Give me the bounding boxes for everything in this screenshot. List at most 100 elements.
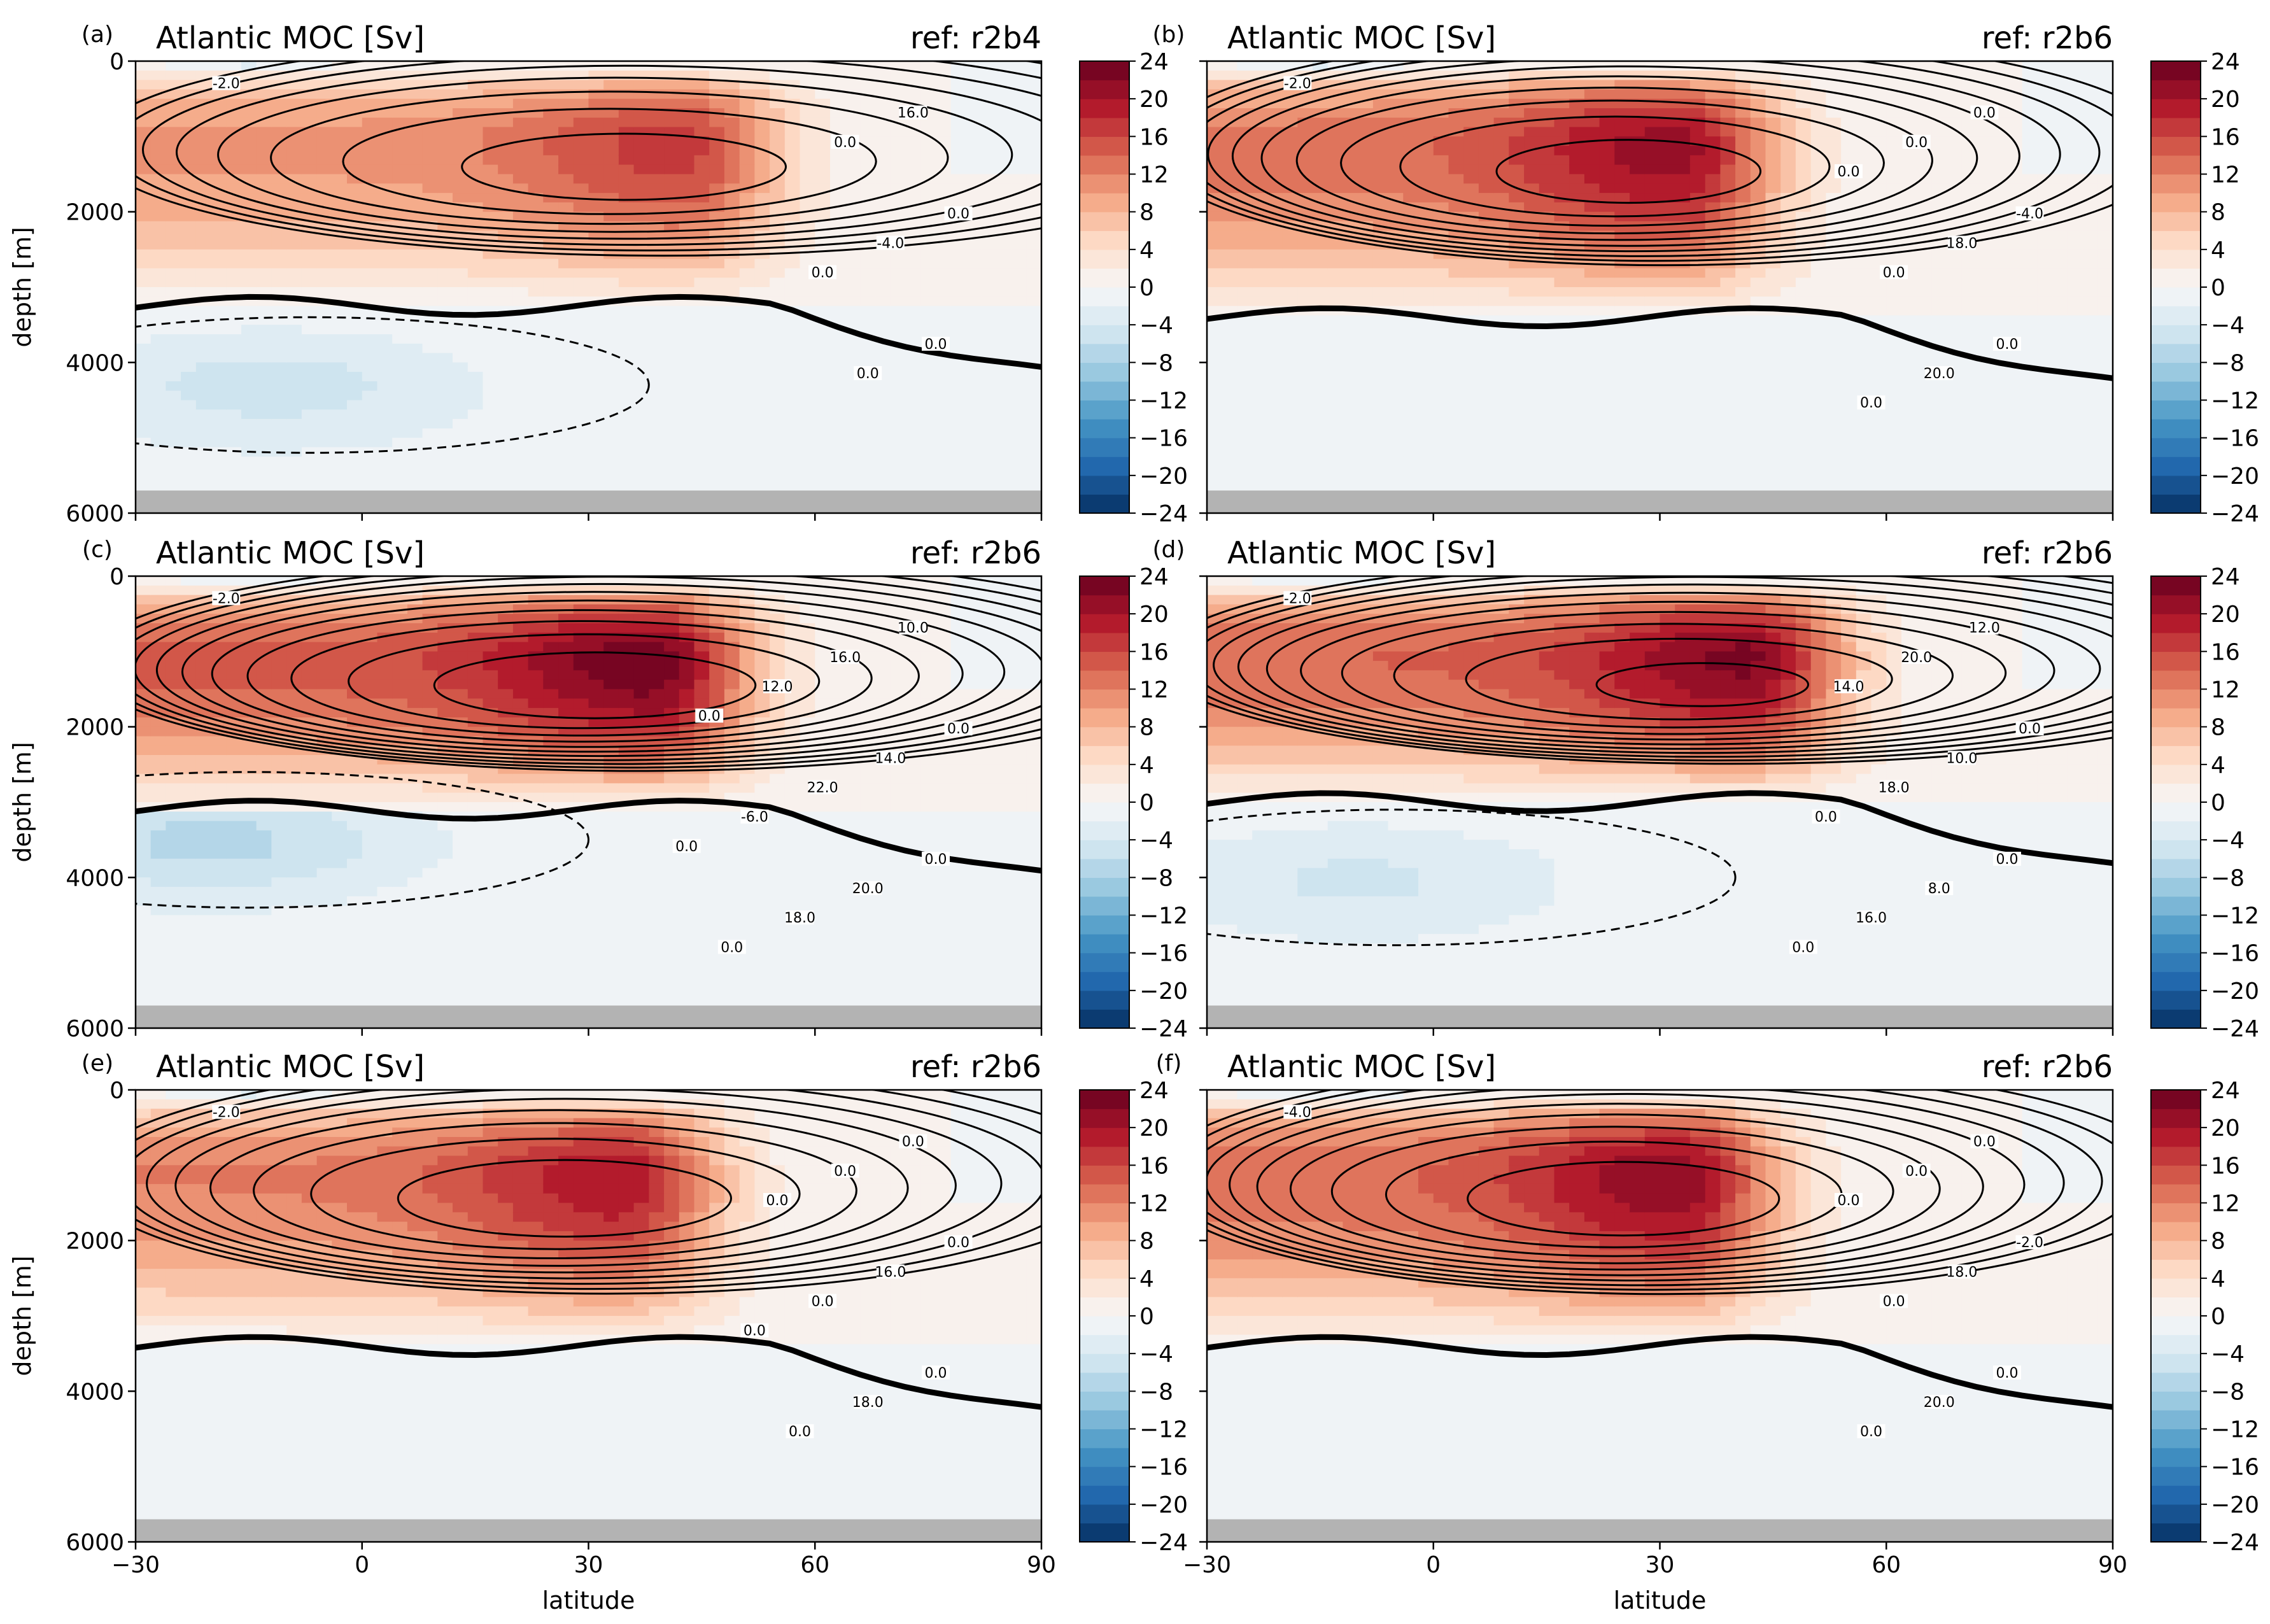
field-cell	[905, 390, 921, 401]
field-cell	[558, 315, 574, 325]
field-cell	[407, 287, 423, 297]
field-cell	[770, 390, 786, 401]
field-cell	[1403, 428, 1419, 439]
field-cell	[211, 306, 227, 316]
field-cell	[1372, 164, 1389, 175]
colorbar-segment	[1080, 287, 1129, 307]
field-cell	[1599, 475, 1616, 486]
field-cell	[1826, 353, 1842, 364]
field-cell	[1418, 390, 1434, 401]
field-cell	[1388, 268, 1404, 278]
field-cell	[679, 419, 695, 429]
field-cell	[739, 306, 756, 316]
field-cell	[1630, 362, 1646, 372]
field-cell	[1599, 372, 1616, 382]
field-cell	[603, 362, 619, 372]
field-cell	[1720, 400, 1736, 411]
field-cell	[1463, 164, 1479, 175]
field-cell	[301, 136, 318, 146]
field-cell	[211, 343, 227, 354]
field-cell	[1433, 99, 1449, 109]
field-cell	[1554, 202, 1570, 213]
field-cell	[1630, 456, 1646, 467]
field-cell	[905, 315, 921, 325]
field-cell	[136, 381, 152, 392]
field-cell	[1358, 466, 1374, 476]
field-cell	[800, 466, 815, 476]
field-cell	[1267, 258, 1283, 269]
field-cell	[1433, 343, 1449, 354]
field-cell	[1222, 343, 1238, 354]
colorbar-tick-label: −8	[1139, 350, 1173, 376]
field-cell	[1675, 456, 1691, 467]
field-cell	[1689, 61, 1706, 71]
field-cell	[709, 400, 725, 411]
field-cell	[1554, 447, 1570, 458]
contour-line	[136, 61, 1041, 251]
field-cell	[845, 193, 861, 203]
field-cell	[860, 343, 876, 354]
field-cell	[905, 334, 921, 344]
field-cell	[754, 230, 770, 241]
field-cell	[1433, 381, 1449, 392]
field-cell	[392, 390, 408, 401]
field-cell	[1509, 400, 1525, 411]
field-cell	[845, 334, 861, 344]
field-cell	[920, 155, 936, 166]
field-cell	[1599, 202, 1616, 213]
field-cell	[694, 174, 710, 185]
field-cell	[1539, 80, 1555, 90]
field-cell	[1584, 108, 1600, 118]
field-cell	[1403, 325, 1419, 335]
field-cell	[1750, 428, 1766, 439]
field-cell	[543, 230, 559, 241]
field-cell	[573, 146, 589, 156]
field-cell	[211, 456, 227, 467]
field-cell	[467, 390, 484, 401]
field-cell	[1448, 447, 1464, 458]
field-cell	[875, 136, 891, 146]
field-cell	[181, 221, 197, 232]
field-cell	[316, 155, 333, 166]
field-cell	[770, 164, 786, 175]
field-cell	[679, 334, 695, 344]
field-cell	[1327, 475, 1344, 486]
field-cell	[1237, 372, 1253, 382]
field-cell	[1569, 437, 1585, 448]
field-cell	[1735, 466, 1751, 476]
field-cell	[875, 437, 891, 448]
field-cell	[1524, 343, 1540, 354]
field-cell	[1810, 296, 1827, 307]
field-cell	[694, 249, 710, 260]
field-cell	[694, 475, 710, 486]
field-cell	[422, 466, 439, 476]
field-cell	[498, 80, 514, 90]
field-cell	[1539, 127, 1555, 138]
field-cell	[649, 287, 665, 297]
field-cell	[528, 296, 544, 307]
field-cell	[860, 258, 876, 269]
colorbar-segment	[1080, 456, 1129, 476]
field-cell	[1388, 475, 1404, 486]
field-cell	[316, 400, 333, 411]
field-cell	[392, 456, 408, 467]
field-cell	[754, 258, 770, 269]
field-cell	[392, 268, 408, 278]
field-cell	[1297, 325, 1313, 335]
field-cell	[603, 315, 619, 325]
field-cell	[1418, 287, 1434, 297]
field-cell	[1372, 258, 1389, 269]
field-cell	[422, 174, 439, 185]
field-cell	[453, 70, 469, 81]
field-cell	[136, 400, 152, 411]
field-cell	[407, 258, 423, 269]
field-cell	[1282, 287, 1299, 297]
field-cell	[1810, 89, 1827, 99]
field-cell	[211, 230, 227, 241]
field-cell	[770, 372, 786, 382]
field-cell	[815, 381, 831, 392]
field-cell	[1780, 400, 1796, 411]
field-cell	[211, 315, 227, 325]
field-cell	[860, 127, 876, 138]
field-cell	[1795, 193, 1812, 203]
